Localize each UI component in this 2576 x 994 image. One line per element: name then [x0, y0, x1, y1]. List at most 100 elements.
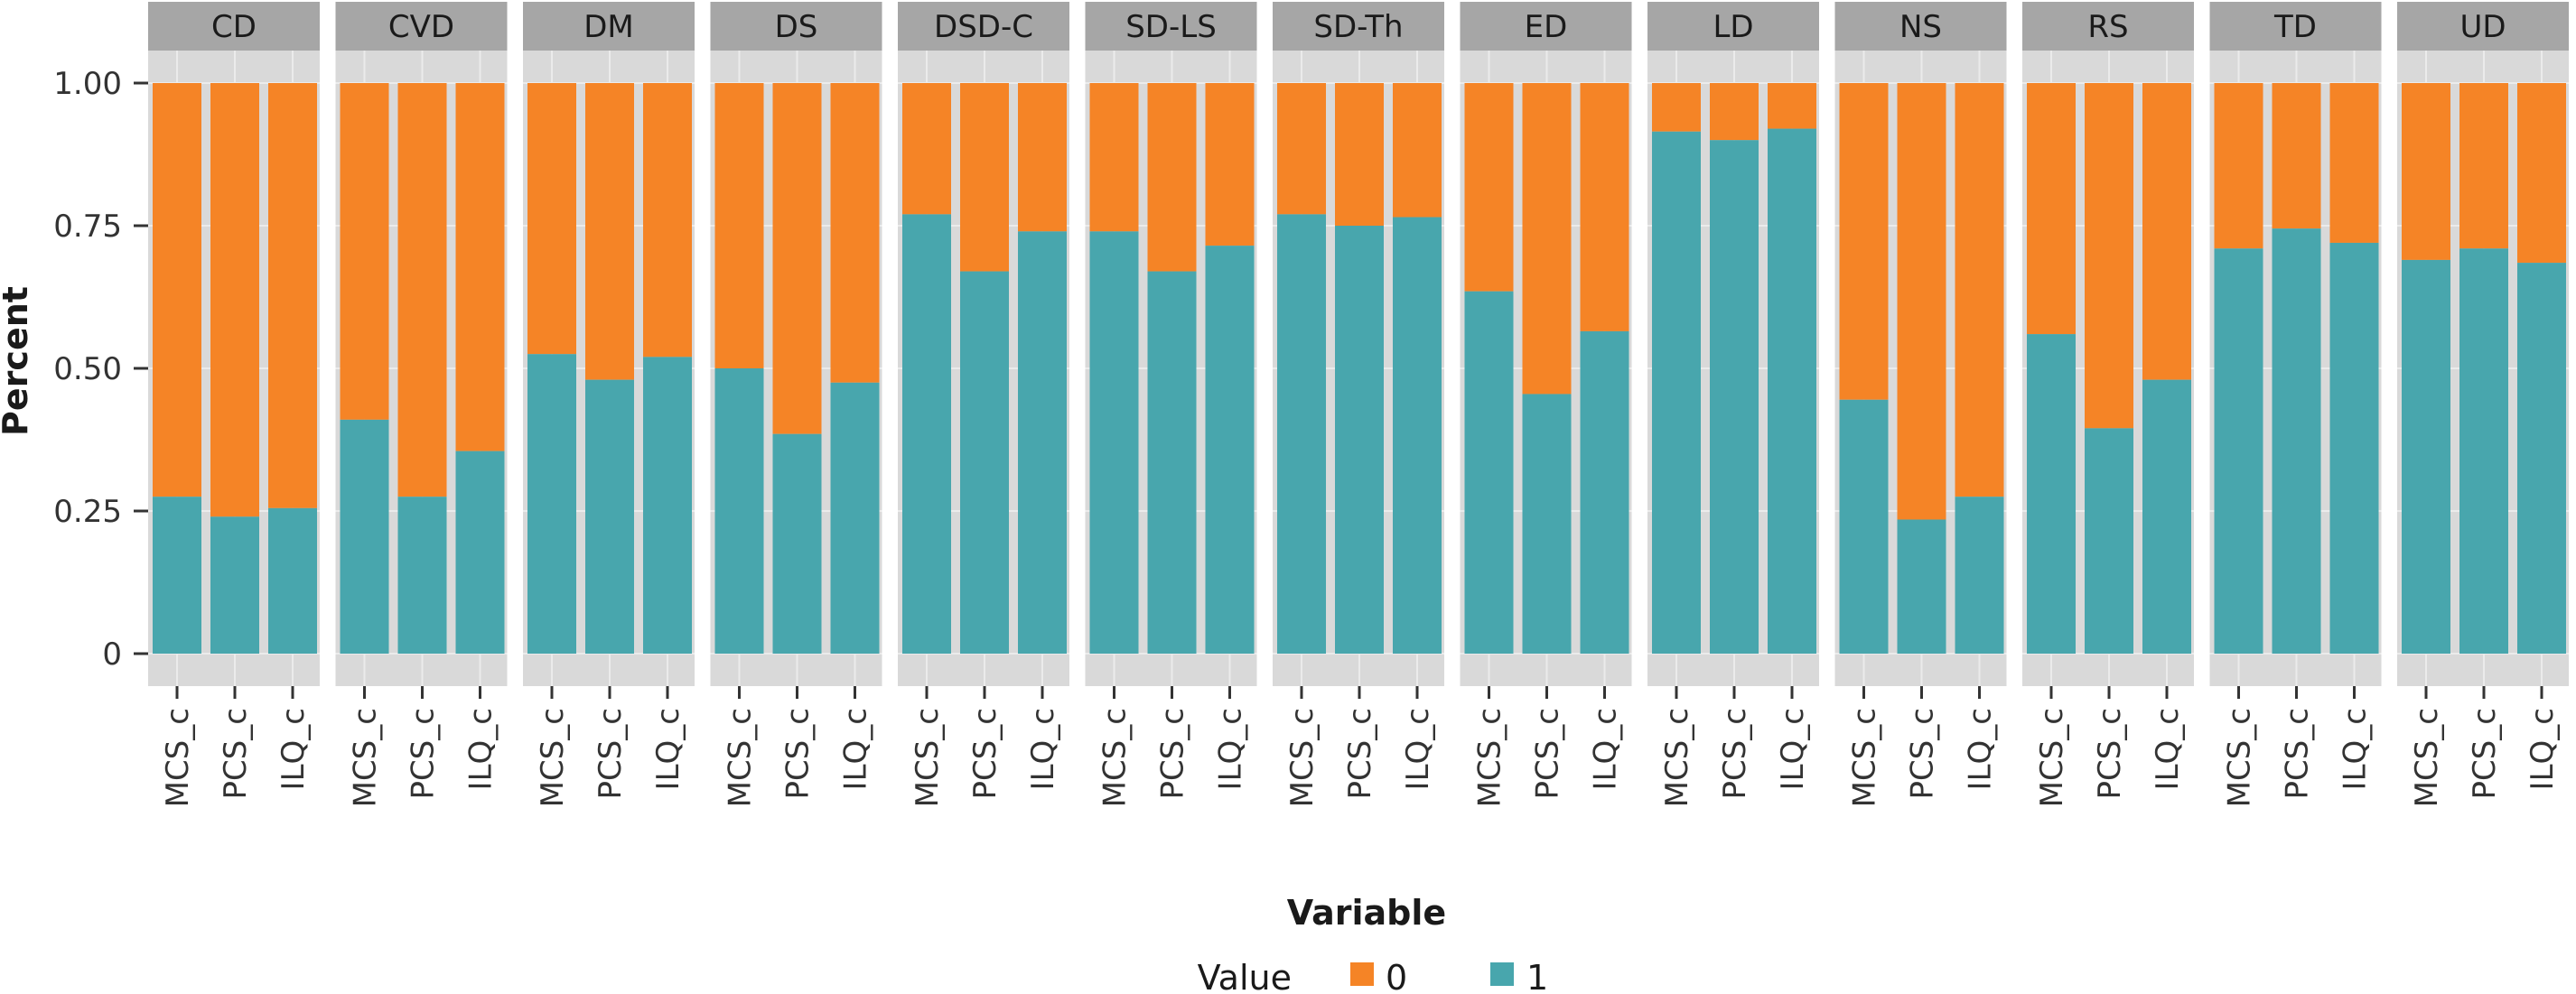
bar-segment-value-0: [455, 83, 505, 451]
bar-segment-value-0: [2085, 83, 2133, 429]
bar-segment-value-1: [397, 497, 447, 654]
x-tick-label: MCS_c: [2409, 708, 2445, 807]
facet-strip: [1273, 2, 1444, 51]
bar-segment-value-0: [1580, 83, 1629, 331]
facet-panel: UD MCS_c PCS_c ILQ_c: [2397, 2, 2569, 807]
y-tick-label: 1.00: [53, 66, 122, 102]
legend-label-1: 1: [1526, 958, 1548, 994]
facet-strip: [523, 2, 695, 51]
facet-panel: DS MCS_c PCS_c ILQ_c: [710, 2, 882, 807]
bar-segment-value-1: [153, 497, 201, 654]
x-tick-label: ILQ_c: [1025, 708, 1061, 790]
bar-segment-value-1: [2272, 228, 2321, 654]
bar-segment-value-1: [1652, 131, 1701, 655]
bar-segment-value-0: [960, 83, 1009, 272]
facet-strip-label: UD: [2459, 9, 2506, 45]
bar-segment-value-0: [1839, 83, 1889, 400]
bar-segment-value-0: [1147, 83, 1197, 272]
bar-segment-value-1: [1710, 140, 1759, 654]
bar-segment-value-1: [527, 354, 576, 654]
x-tick-label: ILQ_c: [1963, 708, 1999, 790]
x-axis-title: Variable: [1287, 893, 1446, 933]
facet-strip: [2022, 2, 2194, 51]
legend: Value 0 1: [1198, 958, 1549, 994]
bar-segment-value-1: [1018, 231, 1067, 654]
facet-panel: TD MCS_c PCS_c ILQ_c: [2209, 2, 2382, 807]
y-tick-label: 0.25: [53, 494, 122, 530]
facet-panels: CD MCS_c PCS_c ILQ_c CVD MCS_c PCS_c ILQ_c DM MCS…: [148, 2, 2569, 807]
facet-strip-label: DM: [583, 9, 634, 45]
bar-segment-value-0: [2272, 83, 2321, 229]
x-tick-label: ILQ_c: [275, 708, 312, 790]
facet-strip: [1085, 2, 1257, 51]
facet-strip: [148, 2, 320, 51]
bar-segment-value-1: [2214, 248, 2263, 654]
bar-segment-value-1: [455, 451, 505, 654]
bar-segment-value-0: [1464, 83, 1514, 292]
x-tick-label: MCS_c: [1284, 708, 1321, 807]
facet-panel: NS MCS_c PCS_c ILQ_c: [1834, 2, 2007, 807]
facet-strip: [335, 2, 508, 51]
facet-panel: ED MCS_c PCS_c ILQ_c: [1460, 2, 1632, 807]
bar-segment-value-0: [2214, 83, 2263, 249]
facet-strip-label: DSD-C: [934, 9, 1033, 45]
x-tick-label: PCS_c: [1717, 708, 1753, 800]
bar-segment-value-0: [1768, 83, 1816, 129]
bar-segment-value-1: [2085, 428, 2133, 654]
legend-label-0: 0: [1386, 958, 1407, 994]
x-tick-label: ILQ_c: [2338, 708, 2374, 790]
bar-segment-value-1: [2402, 259, 2450, 654]
legend-swatch-0: [1350, 962, 1374, 986]
x-tick-label: ILQ_c: [2525, 708, 2561, 790]
facet-strip-label: LD: [1713, 9, 1753, 45]
facet-strip: [898, 2, 1069, 51]
bar-segment-value-1: [1335, 226, 1384, 654]
bar-segment-value-0: [1393, 83, 1442, 218]
bar-segment-value-0: [2329, 83, 2379, 243]
facet-panel: CD MCS_c PCS_c ILQ_c: [148, 2, 320, 807]
bar-segment-value-1: [772, 433, 822, 654]
bar-segment-value-1: [643, 357, 692, 654]
x-tick-label: ILQ_c: [2150, 708, 2186, 790]
x-tick-label: PCS_c: [780, 708, 817, 800]
y-axis: 0 0.25 0.50 0.75 1.00: [53, 66, 148, 673]
facet-strip-label: SD-LS: [1125, 9, 1217, 45]
bar-segment-value-1: [585, 379, 634, 654]
bar-segment-value-1: [1205, 246, 1255, 654]
facet-strip-label: NS: [1899, 9, 1942, 45]
bar-segment-value-1: [830, 382, 880, 654]
bar-segment-value-1: [1464, 291, 1514, 654]
bar-segment-value-0: [1089, 83, 1139, 232]
bar-segment-value-0: [772, 83, 822, 434]
facet-strip-label: CVD: [388, 9, 454, 45]
y-tick-label: 0: [102, 636, 122, 673]
facet-strip: [1460, 2, 1632, 51]
x-tick-label: ILQ_c: [650, 708, 686, 790]
facet-strip: [710, 2, 882, 51]
bar-segment-value-0: [1652, 83, 1701, 132]
bar-segment-value-0: [902, 83, 951, 215]
x-tick-label: MCS_c: [910, 708, 946, 807]
bar-segment-value-1: [268, 507, 317, 654]
bar-segment-value-1: [1393, 217, 1442, 654]
bar-segment-value-1: [2027, 334, 2076, 654]
facet-strip-label: SD-Th: [1313, 9, 1403, 45]
x-tick-label: ILQ_c: [1400, 708, 1436, 790]
x-tick-label: MCS_c: [723, 708, 759, 807]
bar-segment-value-0: [527, 83, 576, 355]
facet-strip: [1647, 2, 1819, 51]
facet-panel: DSD-C MCS_c PCS_c ILQ_c: [898, 2, 1069, 807]
bar-segment-value-1: [1955, 497, 2004, 654]
bar-segment-value-0: [340, 83, 389, 420]
x-tick-label: ILQ_c: [463, 708, 499, 790]
x-tick-label: PCS_c: [1155, 708, 1191, 800]
bar-segment-value-0: [1710, 83, 1759, 141]
x-tick-label: MCS_c: [535, 708, 571, 807]
bar-segment-value-0: [2027, 83, 2076, 335]
bar-segment-value-0: [1335, 83, 1384, 226]
bar-segment-value-1: [2142, 379, 2191, 654]
facet-strip-label: CD: [211, 9, 257, 45]
x-tick-label: PCS_c: [2280, 708, 2316, 800]
x-tick-label: PCS_c: [406, 708, 442, 800]
bar-segment-value-1: [1147, 271, 1197, 654]
